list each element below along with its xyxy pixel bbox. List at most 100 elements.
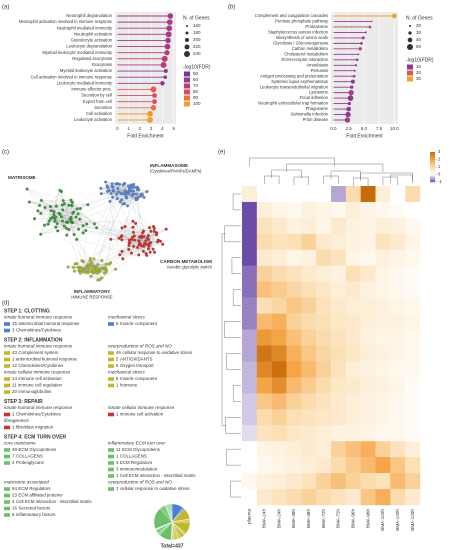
network-node [75, 262, 79, 266]
category-label: Granulocyte activation [71, 38, 113, 43]
heatmap-cell [271, 393, 287, 410]
colorbar-step [430, 160, 435, 162]
category-label: Cell activation [86, 111, 113, 116]
colorbar-step [430, 180, 435, 182]
network-edge [67, 266, 98, 281]
network-edge [80, 208, 84, 233]
network-edge [124, 226, 151, 253]
colorbar-step [430, 167, 435, 169]
network-edge [110, 230, 144, 240]
size-legend-label: 30 [416, 30, 422, 35]
network-edge [60, 204, 88, 215]
heatmap-cell [331, 377, 347, 394]
colorbar-step [430, 154, 435, 156]
heatmap-cell [360, 186, 376, 203]
heatmap-cell [286, 329, 302, 346]
network-node [39, 211, 43, 215]
network-edge [121, 199, 155, 229]
network-node [116, 187, 120, 190]
category-label: Myeloid leukocyte mediated immunity [42, 50, 112, 55]
network-edge [145, 240, 158, 243]
heatmap-cell [286, 313, 302, 330]
heatmap-cell [331, 186, 347, 203]
lollipop-dot [166, 25, 173, 32]
item-text: 46 cellular response to oxidative stress [116, 350, 193, 355]
network-node [75, 237, 79, 241]
network-node [138, 243, 142, 247]
heatmap-cell [242, 217, 258, 235]
item-swatch [4, 328, 10, 333]
colorbar-step [430, 181, 435, 183]
heatmap-cell [345, 489, 361, 506]
heatmap-cell [286, 489, 302, 506]
pie-total: Total=437 [161, 543, 184, 549]
column-label: BMA-120h [380, 509, 385, 531]
network-node [48, 204, 52, 208]
heatmap-cell [390, 249, 406, 266]
heatmap-cell [256, 361, 272, 378]
item-text: 1 cellular response to oxidative stress [116, 486, 190, 491]
group-title: overproduction of ROS and NO [108, 480, 172, 485]
lollipop-dot [347, 95, 354, 101]
lollipop-dot [167, 13, 174, 19]
item-swatch [108, 467, 114, 472]
heatmap-cell [242, 186, 258, 203]
network-edge [55, 226, 97, 228]
heatmap-cell [405, 457, 421, 474]
item-swatch [4, 364, 10, 368]
network-node [120, 234, 124, 238]
x-tick-label: 0 [116, 126, 119, 131]
category-label: Secretion [94, 105, 112, 110]
item-swatch [4, 500, 10, 504]
heatmap-cell [316, 233, 332, 250]
color-legend-label: 100 [193, 101, 201, 106]
network-node [117, 190, 121, 194]
item-count: 14 [12, 376, 17, 381]
network-edge [70, 200, 87, 225]
category-label: Proteasome [305, 24, 328, 29]
size-legend-label: 40 [416, 37, 422, 42]
lollipop-dot [147, 117, 153, 123]
network-node [164, 227, 168, 231]
heatmap-cell [331, 201, 347, 219]
heatmap-cell [271, 313, 287, 330]
group-title: matrisome associated [4, 480, 49, 485]
network-edge [40, 207, 46, 235]
network-node [154, 233, 158, 237]
network-edge [64, 194, 143, 227]
network-edge [55, 222, 67, 228]
heatmap-cell [390, 409, 406, 426]
panel-label: (b) [228, 5, 235, 11]
network-node [89, 269, 93, 273]
heatmap-cell [301, 377, 317, 394]
category-label: Secretion by cell [81, 93, 112, 98]
network-edge [40, 228, 67, 235]
item-count: 3 [116, 460, 119, 465]
network-node [131, 219, 135, 223]
dendrogram-link [221, 233, 226, 426]
heatmap-cell [301, 217, 317, 235]
color-legend-swatch [184, 95, 190, 101]
lollipop-dot [355, 58, 359, 62]
lollipop-dot [354, 64, 358, 67]
network-node [100, 259, 104, 262]
cluster-label: MATRISOME [8, 175, 36, 180]
x-tick-label: 2 [139, 126, 142, 131]
network-edge [72, 208, 78, 223]
network-node [126, 204, 130, 208]
network-node [118, 200, 122, 204]
item-text: 20 immunoglobulins [12, 389, 52, 394]
color-legend-label: 90 [193, 95, 199, 100]
size-legend-label: 240 [193, 51, 201, 56]
size-legend-title: N. of Genes [183, 15, 210, 21]
dendrogram-link [231, 257, 241, 274]
network-node [120, 226, 124, 230]
heatmap-cell [331, 217, 347, 235]
network-node [86, 268, 90, 272]
network-edge [27, 188, 59, 214]
network-edge [54, 216, 77, 222]
heatmap-cell [331, 233, 347, 250]
network-node [91, 266, 95, 270]
network-edge [129, 240, 141, 244]
heatmap-cell [345, 329, 361, 346]
